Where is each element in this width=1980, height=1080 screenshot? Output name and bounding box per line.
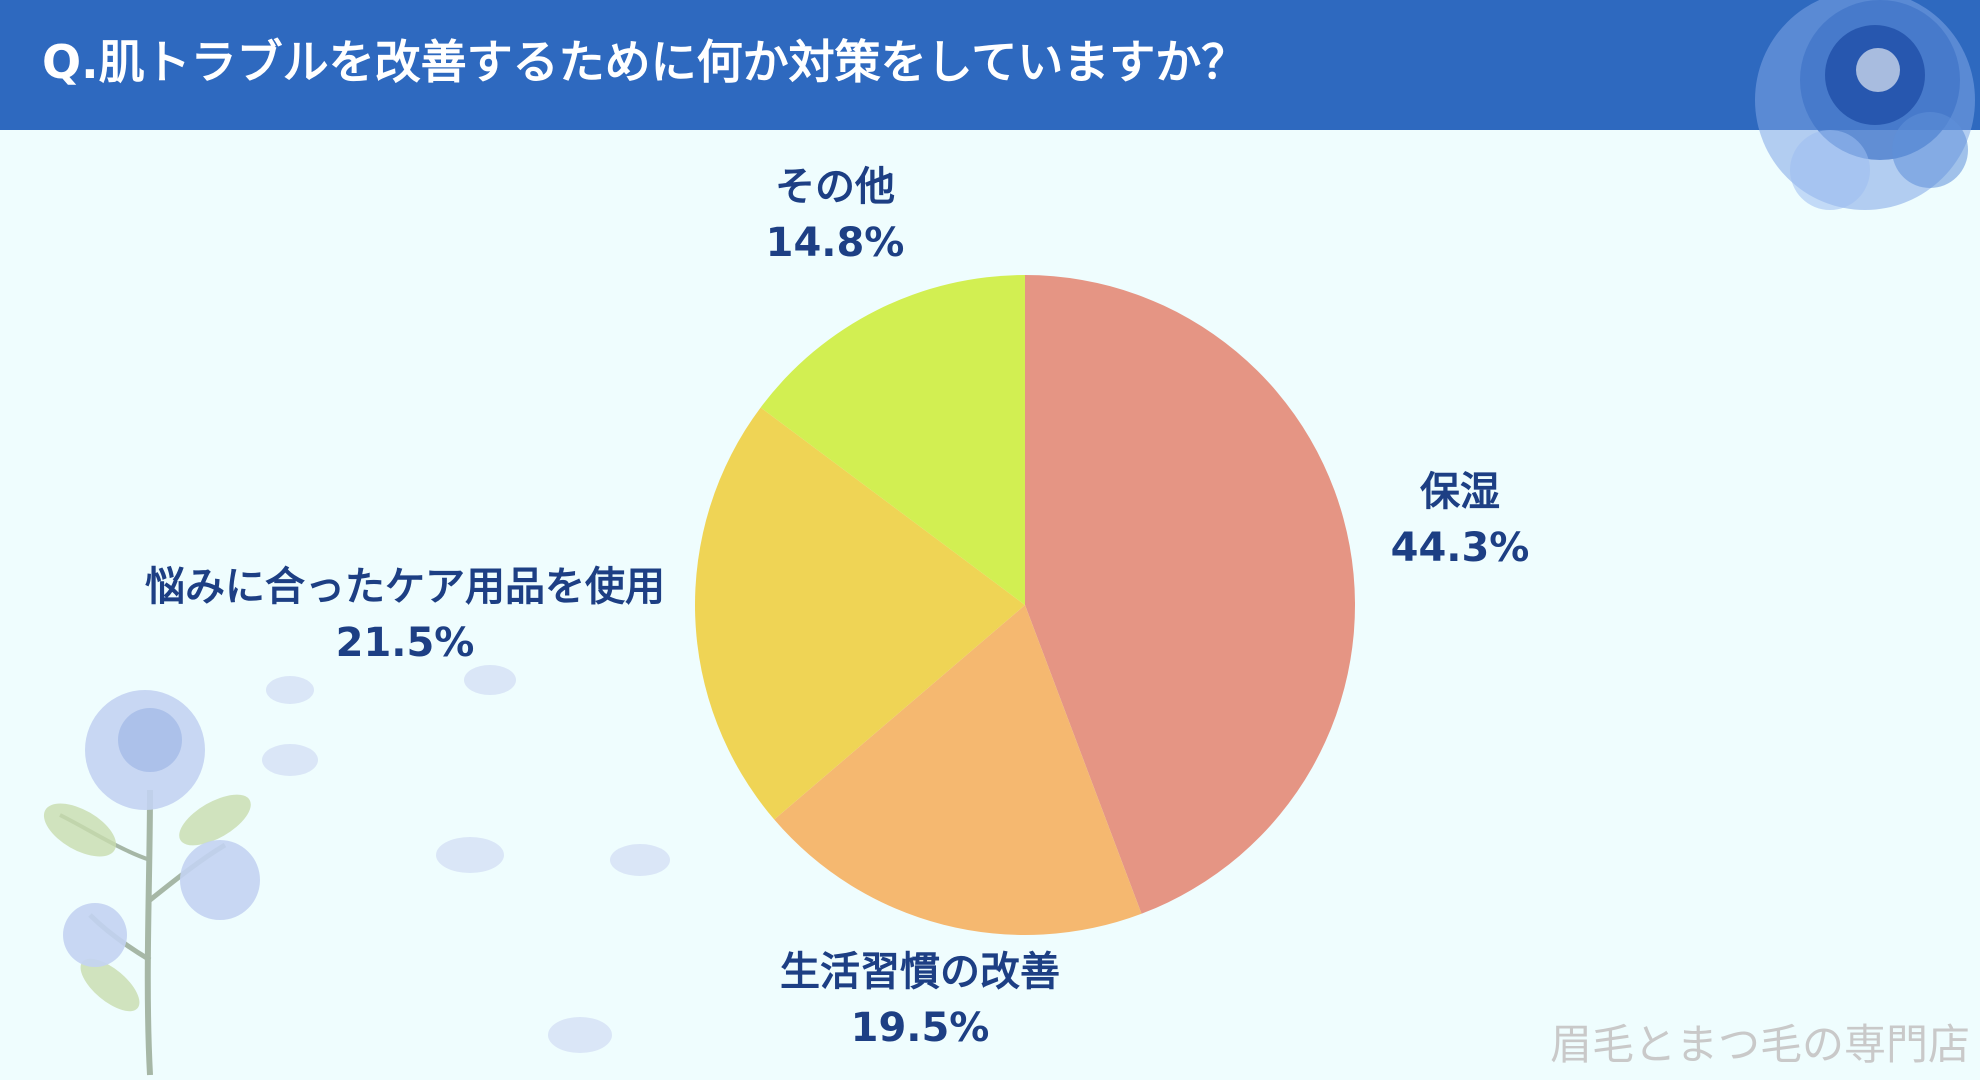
pie-slice-0 [1025,275,1355,914]
pie-slice-2 [695,407,1025,820]
slice-label-2: 悩みに合ったケア用品を使用 [145,564,665,610]
slice-label-0: 保湿 [1420,469,1500,515]
slice-value-0: 44.3% [1391,525,1530,571]
slice-value-3: 14.8% [766,220,905,266]
slice-value-1: 19.5% [851,1005,990,1051]
slice-label-1: 生活習慣の改善 [780,949,1060,995]
watermark-text: 眉毛とまつ毛の専門店 [1549,1020,1970,1069]
header-bar: Q.肌トラブルを改善するために何か対策をしていますか？ [0,0,1980,130]
slice-value-2: 21.5% [336,620,475,666]
blue-rose-illustration [1755,0,1975,210]
pie-slice-3 [760,275,1025,605]
page-title: Q.肌トラブルを改善するために何か対策をしていますか？ [42,35,1248,89]
blue-rose-stems-illustration [43,665,670,1076]
pie-slice-1 [774,605,1142,935]
slice-label-3: その他 [775,164,895,210]
